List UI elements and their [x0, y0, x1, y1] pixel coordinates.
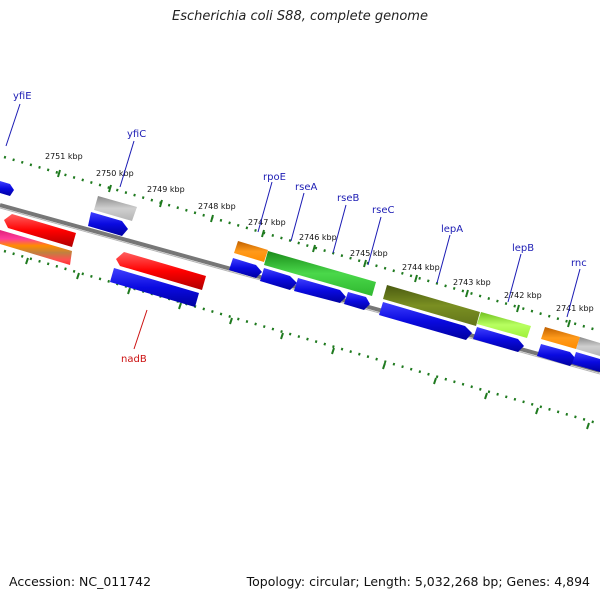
gene-cds-rpoE[interactable] — [229, 258, 262, 278]
kbp-label: 2750 kbp — [96, 169, 134, 178]
gene-labels: yfiE yfiC rpoE rseA rseB rseC lepA lepB … — [5, 91, 587, 365]
gene-cds-rseB[interactable] — [294, 278, 346, 303]
gene-cds-rseA[interactable] — [260, 268, 297, 290]
kbp-label: 2741 kbp — [556, 304, 594, 313]
kbp-label: 2745 kbp — [350, 249, 388, 258]
kbp-label: 2748 kbp — [198, 202, 236, 211]
kbp-label: 2747 kbp — [248, 218, 286, 227]
gene-cds-rnc[interactable] — [537, 344, 576, 366]
gene-label-yfiE[interactable]: yfiE — [13, 91, 32, 102]
kbp-label: 2751 kbp — [45, 152, 83, 161]
gene-cds-upper-1[interactable] — [88, 212, 128, 236]
gene-rrna-nadB[interactable] — [116, 252, 206, 290]
gene-cog-lepA[interactable] — [383, 285, 480, 326]
kbp-label: 2742 kbp — [504, 291, 542, 300]
gene-trna-rnc[interactable] — [541, 327, 580, 349]
gene-cds-lepA[interactable] — [379, 302, 472, 340]
gene-label-nadB[interactable]: nadB — [121, 354, 147, 365]
kbp-labels: 2751 kbp 2750 kbp 2749 kbp 2748 kbp 2747… — [45, 152, 594, 313]
gene-cds-lepB[interactable] — [473, 327, 524, 352]
reverse-track — [0, 214, 206, 307]
gene-cds-rseC[interactable] — [344, 292, 370, 310]
kbp-label: 2749 kbp — [147, 185, 185, 194]
forward-track — [0, 181, 600, 372]
gene-cds-nadB[interactable] — [110, 268, 199, 307]
kbp-label: 2743 kbp — [453, 278, 491, 287]
kbp-label: 2744 kbp — [402, 263, 440, 272]
gene-stripe-left[interactable] — [0, 230, 72, 265]
gene-pseudo-rnc[interactable] — [576, 337, 600, 356]
kbp-label: 2746 kbp — [299, 233, 337, 242]
gene-trna-rpoE[interactable] — [234, 241, 268, 262]
inner-major-ticks — [25, 257, 590, 430]
outer-major-ticks — [57, 169, 571, 328]
gene-label-rnc[interactable]: rnc — [571, 258, 587, 269]
gene-cds-edge[interactable] — [572, 352, 600, 372]
gene-label-lepA[interactable]: lepA — [441, 224, 463, 235]
gene-label-yfiC[interactable]: yfiC — [127, 129, 146, 140]
gene-label-rseA[interactable]: rseA — [295, 182, 317, 193]
gene-cog-lepB[interactable] — [477, 312, 531, 338]
topology-text: Topology: circular; Length: 5,032,268 bp… — [246, 574, 590, 589]
accession-text: Accession: NC_011742 — [9, 574, 152, 589]
gene-rrna-left[interactable] — [4, 214, 76, 247]
gene-cog-rseA[interactable] — [264, 251, 376, 296]
gene-label-rseC[interactable]: rseC — [372, 205, 394, 216]
gene-cds-yfiE[interactable] — [0, 181, 14, 196]
gene-label-lepB[interactable]: lepB — [512, 243, 534, 254]
gene-label-rpoE[interactable]: rpoE — [263, 172, 286, 183]
map-title: Escherichia coli S88, complete genome — [172, 9, 428, 24]
gene-label-rseB[interactable]: rseB — [337, 193, 359, 204]
gene-pseudo-yfiC[interactable] — [94, 196, 137, 221]
